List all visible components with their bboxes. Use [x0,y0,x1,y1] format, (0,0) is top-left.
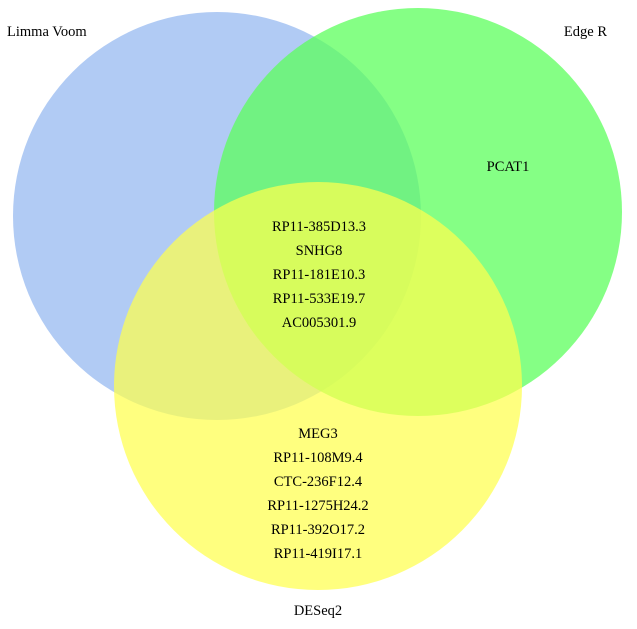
limma-voom-label: Limma Voom [7,24,87,40]
gene-label: RP11-108M9.4 [273,450,363,466]
gene-label: RP11-533E19.7 [273,291,366,307]
gene-label: RP11-181E10.3 [273,267,366,283]
all-three-region: RP11-385D13.3 SNHG8 RP11-181E10.3 RP11-5… [272,219,366,331]
gene-label: RP11-419I17.1 [274,546,362,562]
deseq2-label: DESeq2 [294,603,342,619]
gene-label: MEG3 [298,426,337,442]
gene-label: SNHG8 [296,243,343,259]
edger-only-region: PCAT1 [487,159,530,175]
deseq2-only-region: MEG3 RP11-108M9.4 CTC-236F12.4 RP11-1275… [267,426,368,562]
gene-label: AC005301.9 [282,315,357,331]
gene-label: RP11-385D13.3 [272,219,366,235]
gene-label: RP11-1275H24.2 [267,498,368,514]
edge-r-label: Edge R [564,24,607,40]
deseq2-circle [114,182,522,590]
gene-label: PCAT1 [487,159,530,175]
gene-label: CTC-236F12.4 [274,474,363,490]
gene-label: RP11-392O17.2 [271,522,365,538]
